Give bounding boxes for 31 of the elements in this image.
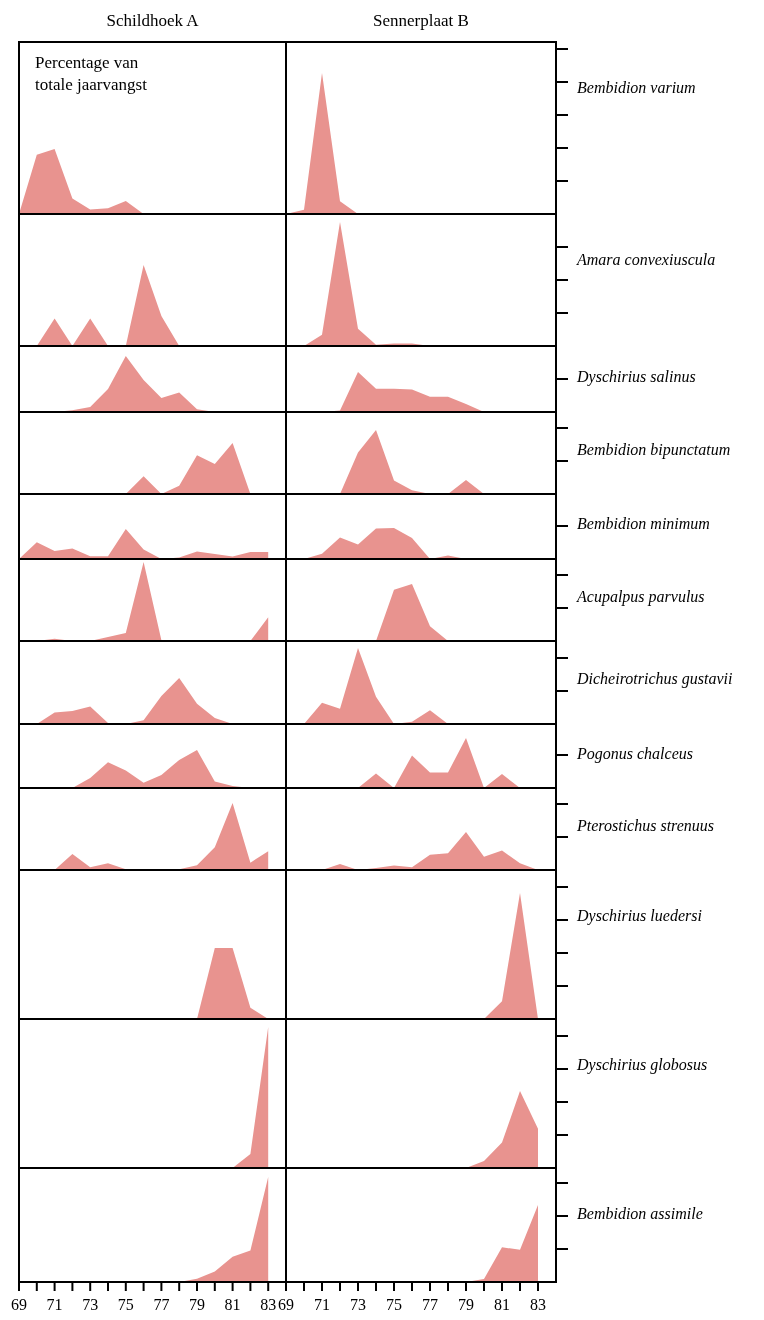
y-axis-title: Pogonus chalceus xyxy=(576,744,693,763)
x-tick-label: 69 xyxy=(11,1296,27,1313)
y-axis-title: Bembidion minimum xyxy=(577,515,710,533)
x-tick-label: 79 xyxy=(458,1296,474,1313)
x-tick-label: 71 xyxy=(46,1296,63,1313)
y-axis-title: Pterostichus strenuus xyxy=(576,816,715,834)
y-axis-title: Acupalpus parvulus xyxy=(576,587,705,606)
y-axis-title: Dyschirius luedersi xyxy=(576,907,702,925)
chart-title: Schildhoek A xyxy=(106,11,200,30)
y-axis-title: Bembidion varium xyxy=(577,79,696,96)
x-tick-label: 83 xyxy=(260,1296,277,1313)
y-axis-title: Bembidion bipunctatum xyxy=(577,440,731,459)
x-tick-label: 69 xyxy=(278,1296,294,1313)
y-axis-title: Dyschirius salinus xyxy=(576,367,696,386)
x-tick-label: 73 xyxy=(82,1296,99,1313)
x-tick-label: 71 xyxy=(314,1296,330,1313)
chart-title: Sennerplaat B xyxy=(373,11,469,30)
y-axis-title: Bembidion assimile xyxy=(577,1205,703,1222)
text: Percentage van totale jaarvangst xyxy=(35,53,148,94)
x-tick-label: 75 xyxy=(386,1296,402,1313)
x-tick-label: 81 xyxy=(224,1296,241,1313)
x-tick-label: 77 xyxy=(422,1296,438,1313)
y-axis-title: Dicheirotrichus gustavii xyxy=(576,670,733,689)
x-tick-label: 75 xyxy=(117,1296,134,1313)
y-axis-title: Amara convexiuscula xyxy=(576,251,716,268)
x-tick-label: 83 xyxy=(530,1296,546,1313)
x-tick-label: 81 xyxy=(494,1296,510,1313)
x-tick-label: 73 xyxy=(350,1296,366,1313)
y-axis-title: Dyschirius globosus xyxy=(576,1056,708,1074)
x-tick-label: 77 xyxy=(153,1296,170,1313)
x-tick-label: 79 xyxy=(189,1296,205,1313)
